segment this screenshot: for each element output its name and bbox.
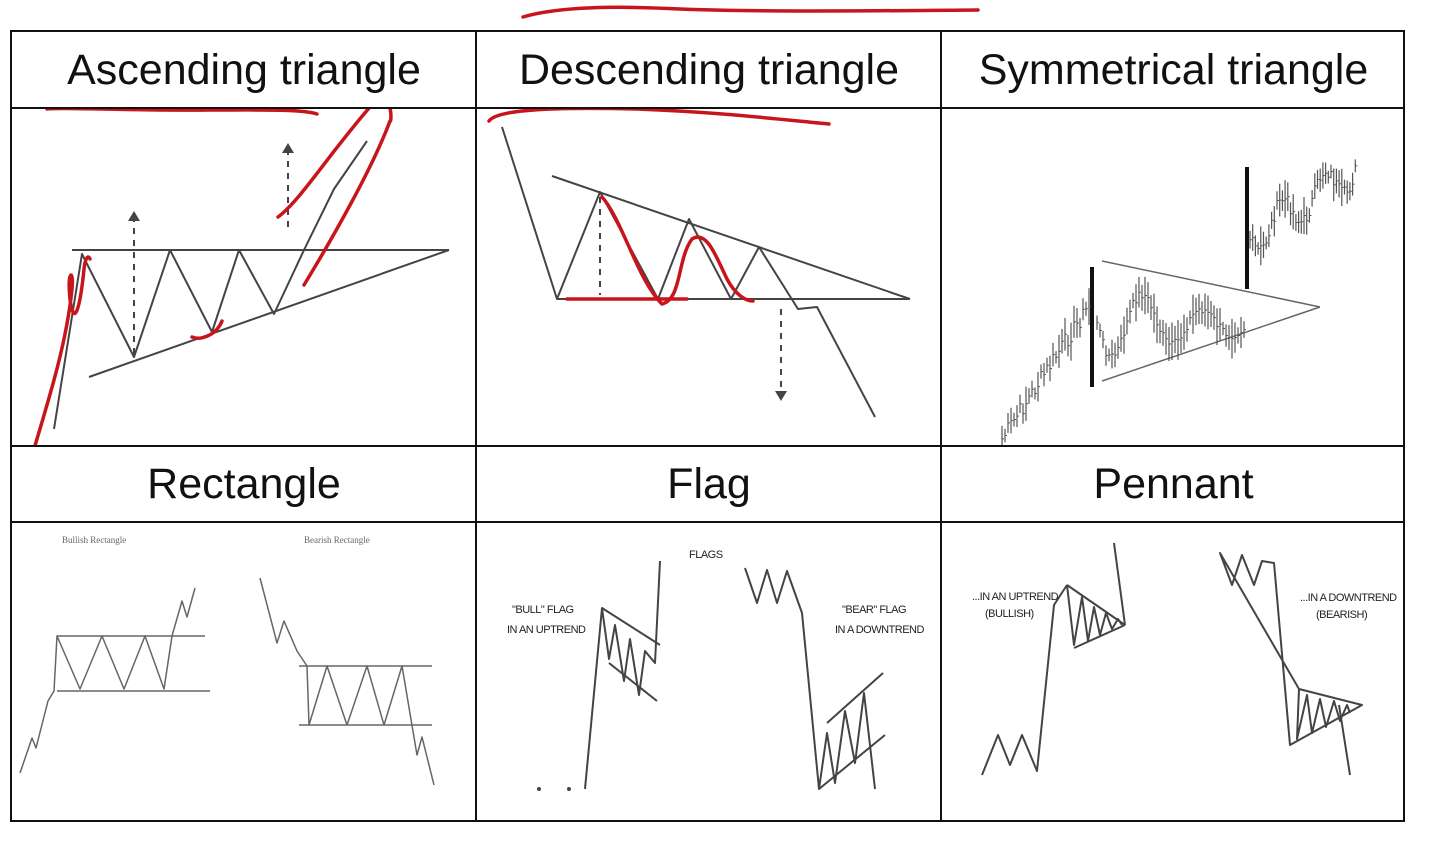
bear-flag-sublabel: IN A DOWNTREND <box>835 624 925 636</box>
flag-diagram: FLAGS "BULL" FLAG IN AN UPTREND "BEAR" F… <box>477 523 940 822</box>
pennant-diagram: ...IN AN UPTREND (BULLISH) ...IN A DOWNT… <box>942 523 1405 822</box>
bearish-rectangle-label: Bearish Rectangle <box>304 535 370 545</box>
bear-flag-label: "BEAR" FLAG <box>842 604 906 616</box>
pennant-downtrend-label: ...IN A DOWNTREND <box>1300 592 1397 604</box>
symmetrical-triangle-header: Symmetrical triangle <box>978 45 1369 94</box>
pattern-grid: Ascending triangle Descending triangle S… <box>10 30 1405 822</box>
grid-divider <box>12 445 1403 447</box>
pennant-downtrend-sublabel: (BEARISH) <box>1316 609 1367 621</box>
bull-flag-label: "BULL" FLAG <box>512 604 574 616</box>
grid-divider <box>475 32 477 820</box>
bull-flag-sublabel: IN AN UPTREND <box>507 624 586 636</box>
descending-triangle-header: Descending triangle <box>518 45 900 94</box>
pennant-uptrend-label: ...IN AN UPTREND <box>972 591 1059 603</box>
grid-divider <box>940 32 942 820</box>
ascending-triangle-header: Ascending triangle <box>67 45 421 94</box>
ascending-triangle-diagram <box>12 109 475 445</box>
flags-title-label: FLAGS <box>689 549 723 561</box>
pennant-uptrend-sublabel: (BULLISH) <box>985 608 1034 620</box>
symmetrical-triangle-diagram <box>942 109 1405 445</box>
grid-divider <box>12 521 1403 523</box>
flag-header: Flag <box>667 460 751 508</box>
title-underline-annotation <box>521 5 980 19</box>
descending-triangle-diagram <box>477 109 940 445</box>
rectangle-diagram: Bullish Rectangle Bearish Rectangle <box>12 523 475 822</box>
grid-divider <box>12 107 1403 109</box>
pennant-header: Pennant <box>1093 460 1254 508</box>
bullish-rectangle-label: Bullish Rectangle <box>62 535 126 545</box>
rectangle-header: Rectangle <box>147 460 341 508</box>
